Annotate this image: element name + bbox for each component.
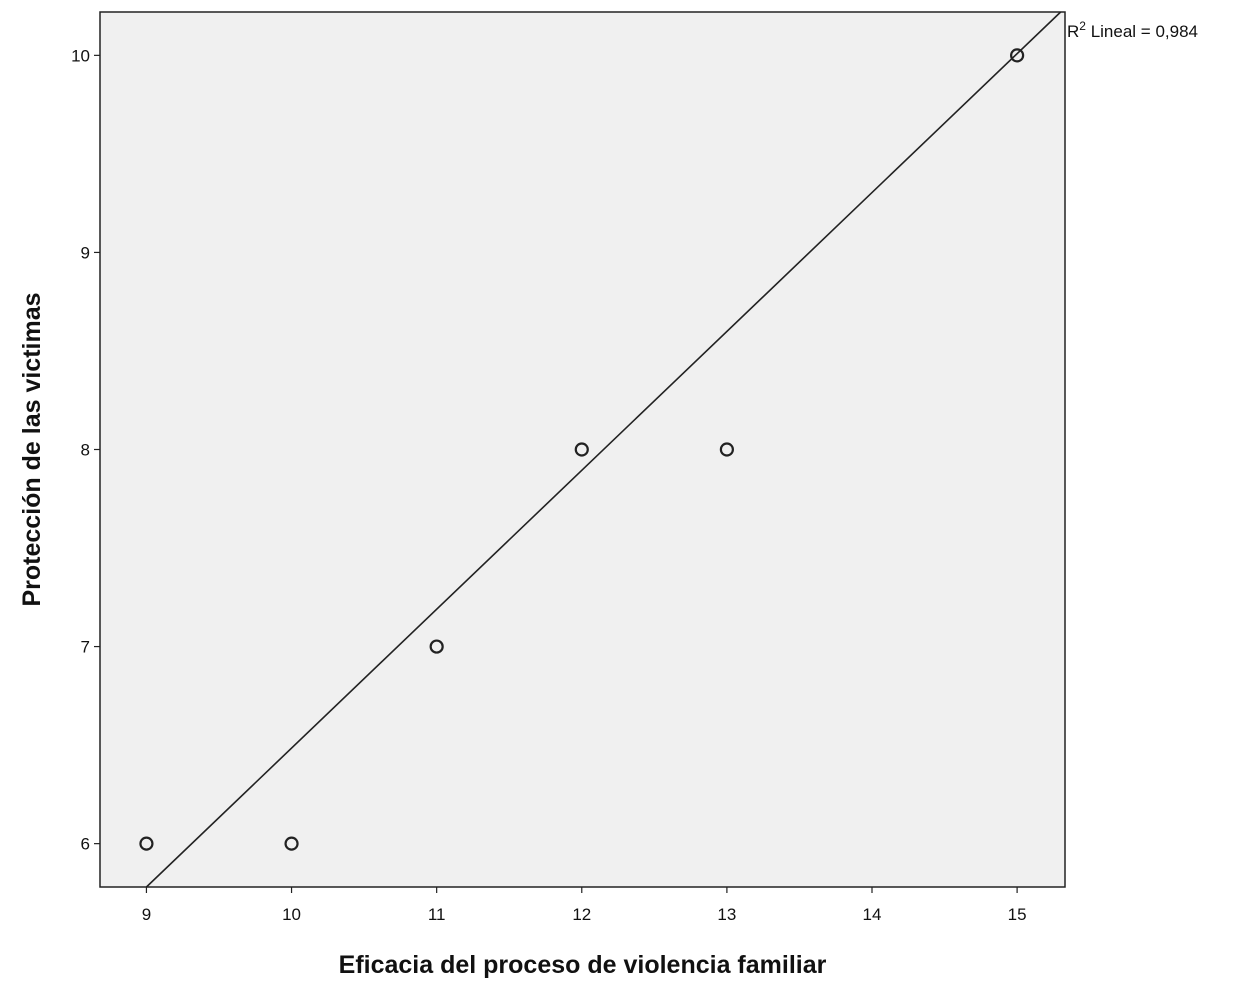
data-point — [574, 442, 589, 457]
fit-line — [145, 11, 1062, 888]
r2-exponent: 2 — [1079, 19, 1086, 33]
y-tick-label: 9 — [81, 243, 90, 262]
data-points — [139, 48, 1025, 851]
y-tick-label: 10 — [71, 46, 90, 65]
y-tick-label: 8 — [81, 441, 90, 460]
y-axis: 6 7 8 9 10 — [71, 46, 100, 854]
r2-rest: Lineal = 0,984 — [1086, 22, 1198, 41]
x-tick-label: 15 — [1008, 905, 1027, 924]
x-tick-label: 14 — [863, 905, 882, 924]
data-point — [139, 836, 154, 851]
data-point — [429, 639, 444, 654]
plot-area — [99, 11, 1066, 888]
y-axis-title: Protección de las victimas — [18, 292, 46, 606]
y-tick-label: 7 — [81, 638, 90, 657]
x-axis: 9 10 11 12 13 14 15 — [142, 887, 1027, 924]
data-point — [1010, 48, 1025, 63]
data-point — [719, 442, 734, 457]
x-tick-label: 10 — [282, 905, 301, 924]
x-axis-title: Eficacia del proceso de violencia famili… — [339, 951, 827, 979]
x-tick-label: 13 — [717, 905, 736, 924]
y-tick-label: 6 — [81, 835, 90, 854]
x-tick-label: 12 — [572, 905, 591, 924]
r2-annotation: R2 Lineal = 0,984 — [1067, 19, 1198, 41]
x-tick-label: 9 — [142, 905, 151, 924]
data-point — [284, 836, 299, 851]
r2-base: R — [1067, 22, 1079, 41]
x-tick-label: 11 — [428, 905, 446, 924]
